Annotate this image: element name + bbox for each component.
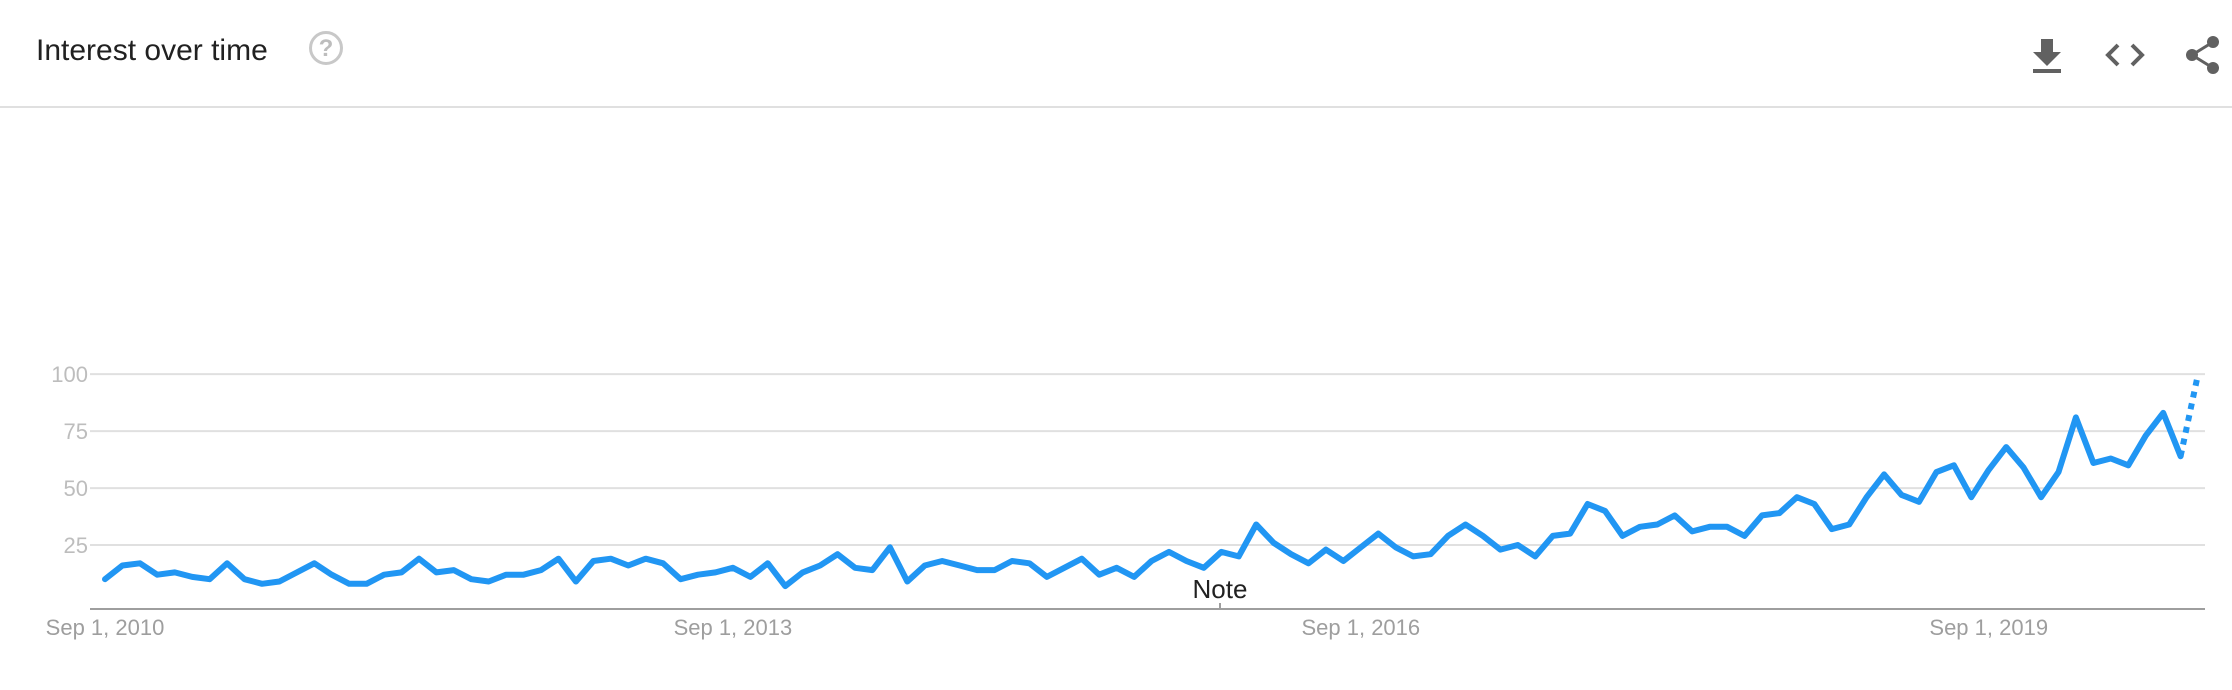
help-icon[interactable]: ? (309, 31, 343, 65)
y-tick-label: 25 (64, 533, 88, 558)
download-icon[interactable] (2025, 33, 2069, 77)
grid-lines (90, 373, 2205, 547)
y-tick-label: 75 (64, 419, 88, 444)
card-header: Interest over time ? (0, 0, 2232, 108)
card-title: Interest over time (36, 34, 268, 67)
y-tick-label: 100 (51, 362, 88, 387)
x-tick-labels: Sep 1, 2010 Sep 1, 2013 Sep 1, 2016 Sep 1, … (46, 615, 2048, 640)
embed-icon[interactable] (2103, 33, 2147, 77)
x-tick-label: Sep 1, 2016 (1301, 615, 1420, 640)
note-annotation[interactable]: Note (1193, 574, 1248, 609)
partial-data-line (2177, 373, 2201, 457)
y-tick-labels: 25 50 75 100 (51, 362, 88, 558)
x-tick-label: Sep 1, 2013 (674, 615, 793, 640)
x-tick-label: Sep 1, 2010 (46, 615, 165, 640)
series-line (102, 409, 2184, 590)
y-tick-label: 50 (64, 476, 88, 501)
x-tick-label: Sep 1, 2019 (1929, 615, 2048, 640)
share-icon[interactable] (2180, 33, 2224, 77)
note-label[interactable]: Note (1193, 574, 1248, 604)
